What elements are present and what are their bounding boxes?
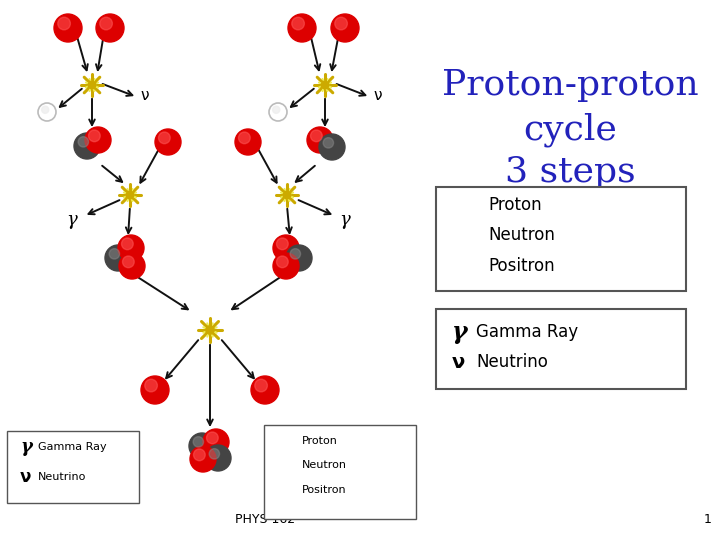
Circle shape <box>278 482 294 498</box>
Circle shape <box>277 431 297 451</box>
Circle shape <box>288 14 316 42</box>
Circle shape <box>210 449 220 459</box>
Circle shape <box>205 445 231 471</box>
Circle shape <box>206 326 215 334</box>
Text: Positron: Positron <box>488 257 554 275</box>
Text: γ: γ <box>452 320 467 344</box>
Circle shape <box>279 433 289 442</box>
Circle shape <box>58 17 71 30</box>
Circle shape <box>54 14 82 42</box>
Text: PHYS 162: PHYS 162 <box>235 513 295 526</box>
Circle shape <box>158 132 170 144</box>
Circle shape <box>74 133 100 159</box>
Text: Proton: Proton <box>488 196 541 214</box>
Circle shape <box>283 191 291 199</box>
Circle shape <box>42 106 49 113</box>
Circle shape <box>310 130 323 141</box>
Text: γ: γ <box>20 438 32 456</box>
Text: γ: γ <box>340 211 351 229</box>
Circle shape <box>282 485 287 491</box>
Circle shape <box>194 449 205 461</box>
Ellipse shape <box>451 258 473 274</box>
Circle shape <box>319 134 345 160</box>
Circle shape <box>292 17 305 30</box>
Text: Proton: Proton <box>302 436 338 446</box>
Text: Proton-proton: Proton-proton <box>441 68 698 102</box>
Text: Gamma Ray: Gamma Ray <box>476 323 578 341</box>
Circle shape <box>280 458 288 466</box>
FancyBboxPatch shape <box>7 431 139 503</box>
Circle shape <box>207 432 218 444</box>
Circle shape <box>78 137 89 147</box>
Circle shape <box>155 129 181 155</box>
Text: cycle: cycle <box>523 113 617 147</box>
Circle shape <box>331 14 359 42</box>
Circle shape <box>321 81 329 89</box>
Circle shape <box>145 379 158 392</box>
Text: 3 steps: 3 steps <box>505 155 635 189</box>
Circle shape <box>189 433 215 459</box>
Circle shape <box>203 429 229 455</box>
Circle shape <box>238 132 251 144</box>
Circle shape <box>105 245 131 271</box>
Text: Neutron: Neutron <box>302 460 347 470</box>
Circle shape <box>193 437 204 447</box>
Text: Neutron: Neutron <box>488 226 555 244</box>
Circle shape <box>276 256 288 268</box>
Circle shape <box>323 138 333 148</box>
Circle shape <box>235 129 261 155</box>
Text: Gamma Ray: Gamma Ray <box>38 442 107 452</box>
Circle shape <box>89 130 100 141</box>
Text: ν: ν <box>452 353 465 372</box>
Ellipse shape <box>454 195 466 206</box>
Ellipse shape <box>451 194 477 216</box>
Circle shape <box>122 238 133 249</box>
Text: ν: ν <box>140 87 149 103</box>
Text: Neutrino: Neutrino <box>476 353 548 371</box>
Circle shape <box>276 238 288 249</box>
Circle shape <box>190 446 216 472</box>
FancyBboxPatch shape <box>436 309 686 389</box>
Circle shape <box>273 235 299 261</box>
Circle shape <box>141 376 169 404</box>
Circle shape <box>277 455 297 475</box>
Circle shape <box>85 127 111 153</box>
Circle shape <box>251 376 279 404</box>
Circle shape <box>122 256 134 268</box>
Circle shape <box>38 103 56 121</box>
Text: ν: ν <box>20 468 32 486</box>
Circle shape <box>88 81 96 89</box>
Circle shape <box>290 248 300 259</box>
Text: 1: 1 <box>704 513 712 526</box>
Circle shape <box>100 17 112 30</box>
Text: Positron: Positron <box>302 485 346 495</box>
Ellipse shape <box>455 226 465 235</box>
Circle shape <box>335 17 347 30</box>
Text: ν: ν <box>374 87 382 103</box>
Text: γ: γ <box>67 211 77 229</box>
Circle shape <box>126 191 134 199</box>
Circle shape <box>269 103 287 121</box>
Circle shape <box>109 248 120 259</box>
Circle shape <box>255 379 267 392</box>
Circle shape <box>286 245 312 271</box>
Circle shape <box>119 253 145 279</box>
Text: Neutrino: Neutrino <box>38 472 86 482</box>
Circle shape <box>118 235 144 261</box>
Circle shape <box>96 14 124 42</box>
FancyBboxPatch shape <box>436 187 686 291</box>
Circle shape <box>273 253 299 279</box>
FancyBboxPatch shape <box>264 425 416 519</box>
Circle shape <box>307 127 333 153</box>
Ellipse shape <box>451 224 477 246</box>
Circle shape <box>273 106 280 113</box>
